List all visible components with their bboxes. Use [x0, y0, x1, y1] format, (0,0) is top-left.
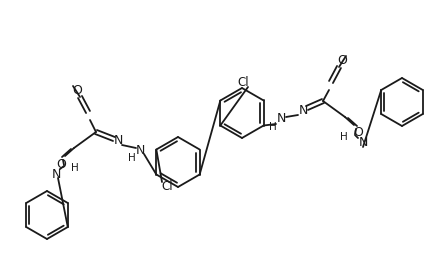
- Text: O: O: [56, 158, 66, 170]
- Text: H: H: [71, 163, 79, 173]
- Text: H: H: [340, 132, 348, 142]
- Text: H: H: [269, 122, 277, 132]
- Text: O: O: [72, 84, 82, 96]
- Text: N: N: [135, 144, 145, 156]
- Text: Cl: Cl: [161, 179, 173, 193]
- Text: N: N: [276, 113, 286, 125]
- Text: N: N: [298, 104, 308, 116]
- Text: N: N: [358, 136, 368, 150]
- Text: Cl: Cl: [237, 76, 249, 89]
- Text: O: O: [353, 127, 363, 139]
- Text: N: N: [51, 167, 61, 181]
- Text: H: H: [128, 153, 136, 163]
- Text: O: O: [337, 53, 347, 67]
- Text: N: N: [113, 135, 123, 147]
